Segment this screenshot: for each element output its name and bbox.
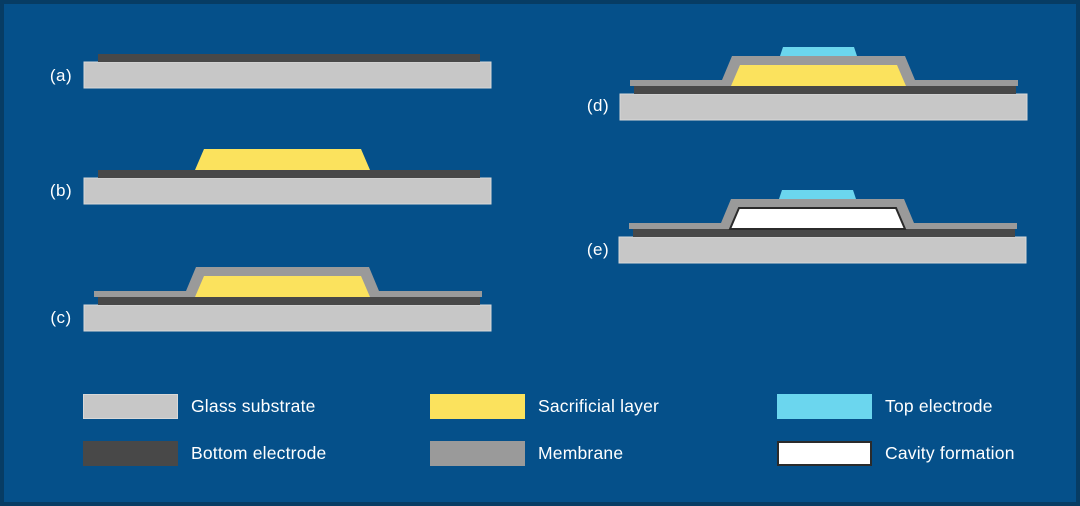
layer-substrate	[83, 61, 492, 89]
top-electrode-swatch	[777, 394, 872, 419]
step-b-label: (b)	[49, 181, 73, 200]
step-e	[615, 163, 1035, 267]
membrane-swatch	[430, 441, 525, 466]
step-e-figure	[618, 190, 1027, 264]
legend-item-glass-substrate: Glass substrate	[83, 394, 316, 419]
legend-label-cavity-formation: Cavity formation	[885, 443, 1015, 463]
legend-item-sacrificial-layer: Sacrificial layer	[430, 394, 659, 419]
layer-top-electrode	[779, 190, 856, 199]
step-c-figure	[83, 267, 492, 332]
step-a	[80, 0, 500, 92]
step-c	[80, 231, 500, 335]
layer-top-electrode	[780, 47, 857, 56]
sacrificial-layer-swatch	[430, 394, 525, 419]
layer-sacrificial	[195, 276, 370, 297]
layer-substrate	[83, 177, 492, 205]
bottom-electrode-swatch	[83, 441, 178, 466]
legend-item-membrane: Membrane	[430, 441, 623, 466]
step-c-label: (c)	[50, 308, 72, 327]
layer-substrate	[619, 93, 1028, 121]
layer-cavity	[728, 207, 907, 230]
glass-substrate-swatch	[83, 394, 178, 419]
legend-label-top-electrode: Top electrode	[885, 396, 993, 416]
legend-label-bottom-electrode: Bottom electrode	[191, 443, 327, 463]
step-b	[80, 104, 500, 208]
step-b-figure	[83, 149, 492, 205]
layer-substrate	[618, 236, 1027, 264]
legend-item-top-electrode: Top electrode	[777, 394, 993, 419]
legend-label-sacrificial-layer: Sacrificial layer	[538, 396, 660, 416]
step-d-figure	[619, 47, 1028, 121]
step-d	[616, 20, 1036, 124]
layer-bottom-electrode	[98, 170, 480, 178]
layer-bottom-electrode	[633, 229, 1015, 237]
layer-bottom-electrode	[98, 54, 480, 62]
legend-item-cavity-formation: Cavity formation	[777, 441, 1015, 466]
step-a-figure	[83, 54, 492, 89]
cavity-formation-swatch	[777, 441, 872, 466]
layer-sacrificial	[731, 65, 906, 86]
layer-bottom-electrode	[634, 86, 1016, 94]
layer-substrate	[83, 304, 492, 332]
step-d-label: (d)	[586, 96, 610, 115]
legend-label-membrane: Membrane	[538, 443, 624, 463]
legend-label-glass-substrate: Glass substrate	[191, 396, 316, 416]
step-a-label: (a)	[49, 66, 73, 85]
legend-item-bottom-electrode: Bottom electrode	[83, 441, 327, 466]
step-e-label: (e)	[586, 240, 610, 259]
layer-sacrificial	[195, 149, 370, 170]
layer-bottom-electrode	[98, 297, 480, 305]
